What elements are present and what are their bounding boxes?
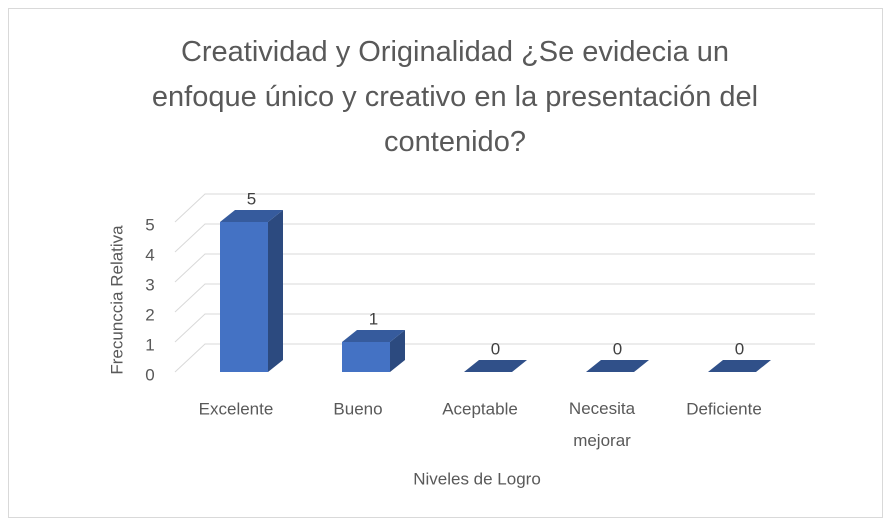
bar-front (342, 342, 390, 372)
y-tick-label: 0 (145, 365, 154, 384)
x-tick-label: Aceptable (442, 399, 518, 418)
x-tick-label: Deficiente (686, 399, 762, 418)
bar-front (220, 222, 268, 372)
y-tick-label: 4 (145, 245, 154, 264)
grid-line (174, 343, 815, 373)
x-axis-title: Niveles de Logro (413, 469, 541, 488)
grid-line (174, 193, 815, 223)
bar (586, 360, 649, 372)
bar-side (268, 210, 283, 372)
y-axis-title: Frecunccia Relativa (107, 225, 126, 375)
data-label: 1 (369, 309, 378, 328)
bar-side (390, 330, 405, 372)
grid-line (174, 283, 815, 313)
x-tick-label: Necesita mejorar (569, 399, 636, 450)
grid-line (174, 223, 815, 253)
grid-line (174, 313, 815, 343)
data-label: 5 (247, 189, 256, 208)
grid-line (174, 253, 815, 283)
bar-top (464, 360, 527, 372)
chart-border (8, 8, 883, 518)
y-tick-label: 5 (145, 215, 154, 234)
bar-top (342, 330, 405, 342)
title-box: Creatividad y Originalidad ¿Se evidecia … (151, 36, 759, 158)
x-tick-label: Bueno (333, 399, 382, 418)
bar-top (220, 210, 283, 222)
bar (342, 330, 405, 372)
data-label: 0 (613, 339, 622, 358)
bar (464, 360, 527, 372)
bar (220, 210, 283, 372)
bar (708, 360, 771, 372)
data-label: 0 (491, 339, 500, 358)
y-tick-label: 3 (145, 275, 154, 294)
chart-title: Creatividad y Originalidad ¿Se evidecia … (151, 36, 759, 158)
y-tick-label: 1 (145, 335, 154, 354)
bar-top (586, 360, 649, 372)
y-tick-label: 2 (145, 305, 154, 324)
x-tick-label: Excelente (199, 399, 274, 418)
bar-top (708, 360, 771, 372)
data-label: 0 (735, 339, 744, 358)
